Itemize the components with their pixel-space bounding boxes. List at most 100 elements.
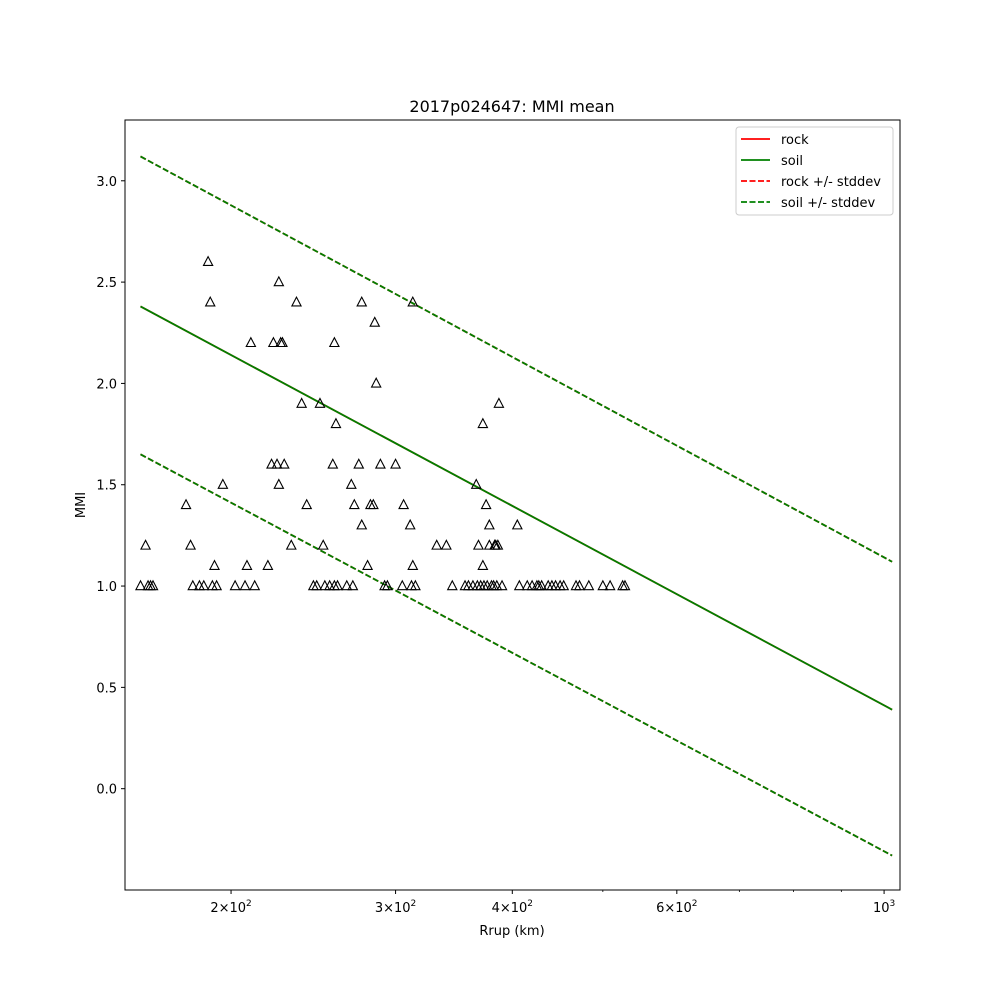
legend-entries: rock soil rock +/- stddev soil +/- stddev bbox=[741, 133, 881, 211]
y-tick-label: 0.5 bbox=[96, 681, 117, 696]
observation-marker bbox=[558, 579, 570, 591]
x-tick-label: 4×102 bbox=[492, 899, 533, 916]
observation-marker bbox=[147, 579, 159, 591]
observation-marker bbox=[229, 579, 241, 591]
legend: rock soil rock +/- stddev soil +/- stddev bbox=[735, 126, 894, 216]
observation-marker bbox=[440, 539, 452, 550]
observation-marker bbox=[285, 539, 297, 550]
series-line-soil bbox=[140, 305, 893, 711]
y-tick-label: 1.5 bbox=[96, 479, 117, 494]
observation-marker bbox=[266, 458, 278, 469]
observation-marker bbox=[409, 579, 421, 591]
legend-label: soil bbox=[781, 154, 803, 169]
x-tick-label: 2×102 bbox=[210, 899, 251, 916]
observation-marker bbox=[477, 417, 489, 429]
y-tick-label: 0.0 bbox=[96, 783, 117, 798]
observation-marker bbox=[241, 559, 253, 570]
observation-marker bbox=[311, 579, 323, 591]
observation-marker bbox=[180, 498, 192, 510]
observation-marker bbox=[477, 559, 489, 570]
x-axis-label: Rrup (km) bbox=[479, 924, 544, 939]
observation-marker bbox=[407, 295, 419, 307]
observation-marker bbox=[356, 518, 368, 530]
observation-marker bbox=[348, 498, 360, 510]
legend-label: soil +/- stddev bbox=[781, 196, 876, 211]
observation-marker bbox=[367, 498, 379, 510]
observation-marker bbox=[472, 539, 484, 550]
observation-marker bbox=[276, 336, 288, 348]
observation-marker bbox=[431, 539, 443, 550]
observation-marker bbox=[404, 518, 416, 530]
observation-marker bbox=[328, 336, 340, 348]
y-tick-label: 2.5 bbox=[96, 276, 117, 291]
observation-marker bbox=[374, 458, 386, 469]
x-tick-label: 3×102 bbox=[375, 899, 416, 916]
observation-marker bbox=[140, 539, 152, 550]
observation-marker bbox=[202, 255, 214, 266]
x-tick-label: 6×102 bbox=[656, 899, 697, 916]
observation-marker bbox=[341, 579, 353, 591]
observation-marker bbox=[369, 316, 381, 327]
legend-label: rock bbox=[781, 133, 809, 148]
observation-marker bbox=[290, 295, 302, 307]
observation-marker bbox=[536, 579, 548, 591]
observation-marker bbox=[187, 579, 199, 591]
observation-marker bbox=[353, 458, 365, 469]
observation-marker bbox=[381, 579, 393, 591]
observation-marker bbox=[390, 458, 402, 469]
observation-marker bbox=[446, 579, 458, 591]
observation-marker bbox=[198, 579, 210, 591]
observation-marker bbox=[496, 579, 508, 591]
series-line-soil-stddev bbox=[140, 453, 893, 857]
observation-marker bbox=[267, 336, 279, 348]
y-tick-label: 3.0 bbox=[96, 175, 117, 190]
observation-marker bbox=[347, 579, 359, 591]
observation-marker bbox=[511, 518, 523, 530]
series-layer bbox=[140, 155, 893, 857]
observation-marker bbox=[135, 579, 147, 591]
y-axis: 0.0 0.5 1.0 1.5 2.0 2.5 3.0 bbox=[96, 175, 125, 798]
observation-marker bbox=[604, 579, 616, 591]
legend-label: rock +/- stddev bbox=[781, 175, 881, 190]
observation-marker bbox=[330, 417, 342, 429]
observation-marker bbox=[480, 498, 492, 510]
observation-marker bbox=[573, 579, 585, 591]
observation-marker bbox=[327, 458, 339, 469]
observation-marker bbox=[483, 539, 495, 550]
observation-marker bbox=[271, 458, 283, 469]
y-axis-label: MMI bbox=[74, 492, 89, 518]
observation-markers bbox=[135, 255, 631, 591]
observation-marker bbox=[491, 579, 503, 591]
observation-marker bbox=[249, 579, 261, 591]
observation-marker bbox=[370, 377, 382, 388]
observation-marker bbox=[217, 478, 229, 489]
observation-marker bbox=[296, 397, 308, 408]
observation-marker bbox=[513, 579, 525, 591]
y-tick-label: 1.0 bbox=[96, 580, 117, 595]
observation-marker bbox=[239, 579, 251, 591]
observation-marker bbox=[345, 478, 357, 489]
observation-marker bbox=[493, 397, 505, 408]
observation-marker bbox=[317, 539, 329, 550]
observation-marker bbox=[619, 579, 631, 591]
observation-marker bbox=[398, 498, 410, 510]
observation-marker bbox=[583, 579, 595, 591]
x-tick-label: 103 bbox=[873, 899, 895, 916]
observation-marker bbox=[208, 559, 220, 570]
legend-box bbox=[735, 126, 894, 216]
observation-marker bbox=[396, 579, 408, 591]
x-axis: 2×102 3×102 4×102 6×102 103 bbox=[210, 890, 895, 916]
observation-marker bbox=[483, 518, 495, 530]
observation-marker bbox=[301, 498, 313, 510]
observation-marker bbox=[362, 559, 374, 570]
plot-area bbox=[135, 155, 893, 857]
observation-marker bbox=[597, 579, 609, 591]
series-line-soil-stddev bbox=[140, 155, 893, 563]
observation-marker bbox=[407, 559, 419, 570]
observation-marker bbox=[356, 295, 368, 307]
observation-marker bbox=[492, 539, 504, 550]
y-tick-label: 2.0 bbox=[96, 377, 117, 392]
observation-marker bbox=[273, 478, 285, 489]
observation-marker bbox=[470, 478, 482, 489]
